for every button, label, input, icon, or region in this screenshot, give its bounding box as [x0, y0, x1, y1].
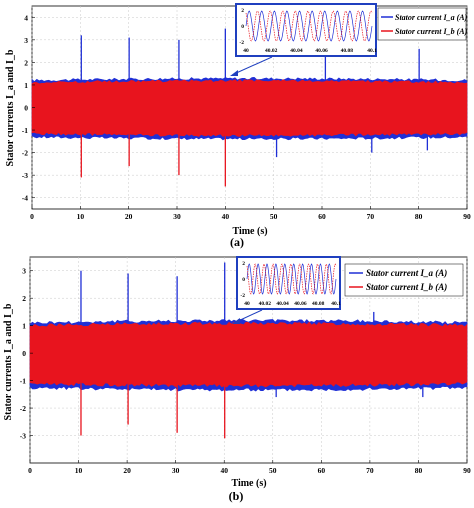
legend-box-b	[344, 263, 464, 297]
panel-label-a: (a)	[230, 235, 244, 249]
y-tick-label-a: 4	[24, 13, 28, 22]
y-tick-label-a: 0	[24, 104, 28, 113]
y-tick-label-a: -2	[22, 149, 28, 158]
inset-x-tick-label-a: 40.06	[315, 48, 328, 54]
legend-a: Stator current I_a (A) Stator current I_…	[377, 7, 468, 41]
y-axis-label-a: Stator currents I_a and I_b	[5, 49, 16, 166]
y-tick-label-b: 1	[22, 322, 26, 331]
x-tick-label-a: 50	[270, 212, 278, 221]
y-tick-label-a: -4	[22, 194, 28, 203]
inset-y-tick-label-a: 2	[241, 8, 244, 14]
inset-arrowhead-a	[230, 70, 238, 76]
x-tick-label-b: 10	[75, 466, 83, 475]
x-tick-label-b: 50	[269, 466, 277, 475]
legend-label-ia-b: Stator current I_a (A)	[366, 268, 447, 278]
y-tick-label-b: -1	[20, 377, 26, 386]
x-axis-label-a: Time (s)	[232, 226, 267, 237]
inset-b: 40 40.02 40.04 40.06 40.08 40.1 2 0 -2	[236, 256, 341, 310]
x-tick-label-b: 90	[463, 466, 471, 475]
inset-x-tick-label-b: 40.06	[294, 301, 307, 307]
y-ticks-a: 4 3 2 1 0 -1 -2 -3 -4	[22, 13, 35, 203]
y-tick-label-b: 2	[22, 294, 26, 303]
inset-wave-a	[245, 10, 373, 42]
x-axis-label-b: Time (s)	[231, 478, 266, 489]
inset-x-tick-label-a: 40	[243, 48, 249, 54]
inset-y-tick-label-b: 0	[242, 277, 245, 283]
x-tick-label-b: 40	[220, 466, 228, 475]
x-ticks-a: 0 10 20 30 40 50 60 70 80 90	[30, 206, 471, 221]
inset-wave-ia-b	[246, 263, 337, 295]
inset-y-tick-label-b: -2	[240, 293, 245, 299]
x-tick-label-a: 20	[125, 212, 133, 221]
y-tick-label-b: -2	[20, 404, 26, 413]
y-ticks-b: 3 2 1 0 -1 -2 -3	[20, 267, 33, 441]
x-tick-label-b: 30	[172, 466, 180, 475]
inset-wave-ib-a	[245, 10, 373, 42]
inset-arrow-b	[235, 309, 263, 323]
inset-arrowhead-b	[232, 318, 240, 324]
inset-x-tick-label-a: 40.08	[341, 48, 354, 54]
inset-box-a	[235, 3, 377, 57]
y-tick-label-a: 1	[24, 81, 28, 90]
inset-wave-b	[246, 263, 337, 295]
x-tick-label-a: 40	[222, 212, 230, 221]
spikes-b	[80, 262, 424, 439]
inset-a: 40 40.02 40.04 40.06 40.08 40.1 2 0 -2	[235, 3, 377, 57]
legend-label-ib-b: Stator current I_b (A)	[366, 282, 447, 292]
inset-y-tick-label-a: 0	[241, 24, 244, 30]
x-tick-label-a: 30	[173, 212, 181, 221]
y-tick-label-b: -3	[20, 432, 26, 441]
inset-arrow-a	[233, 56, 273, 75]
inset-x-tick-label-b: 40.1	[331, 301, 341, 307]
series-bands-b	[29, 318, 468, 392]
inset-x-tick-label-b: 40.08	[312, 301, 325, 307]
x-ticks-b: 0 10 20 30 40 50 60 70 80 90	[28, 460, 471, 475]
inset-y-tick-label-b: 2	[242, 261, 245, 267]
y-tick-label-a: -3	[22, 171, 28, 180]
inset-x-tick-label-a: 40.04	[290, 48, 303, 54]
spikes-a	[80, 28, 429, 187]
y-tick-label-a: 2	[24, 58, 28, 67]
x-tick-label-b: 70	[366, 466, 374, 475]
inset-x-tick-label-a: 40.1	[367, 48, 377, 54]
series-bands-a	[31, 76, 468, 141]
inset-ticks-a: 40 40.02 40.04 40.06 40.08 40.1 2 0 -2	[239, 8, 377, 54]
x-tick-label-a: 0	[30, 212, 34, 221]
legend-b: Stator current I_a (A) Stator current I_…	[344, 263, 464, 297]
inset-wave-ib-b	[246, 263, 337, 295]
x-tick-label-a: 10	[77, 212, 85, 221]
x-tick-label-a: 80	[415, 212, 423, 221]
y-tick-label-a: 3	[24, 36, 28, 45]
legend-box-a	[377, 7, 467, 41]
x-tick-label-a: 90	[463, 212, 471, 221]
y-tick-label-a: -1	[22, 126, 28, 135]
x-tick-label-a: 70	[367, 212, 375, 221]
x-tick-label-b: 80	[415, 466, 423, 475]
legend-label-ia-a: Stator current I_a (A)	[395, 13, 468, 22]
inset-y-tick-label-a: -2	[239, 40, 244, 46]
panel-label-b: (b)	[229, 489, 244, 503]
y-tick-label-b: 3	[22, 267, 26, 276]
x-tick-label-b: 60	[318, 466, 326, 475]
y-axis-label-b: Stator currents I_a and I_b	[3, 303, 14, 420]
series-band-ib-b	[29, 321, 468, 388]
x-tick-label-b: 20	[123, 466, 131, 475]
inset-x-tick-label-b: 40	[244, 301, 250, 307]
inset-ticks-b: 40 40.02 40.04 40.06 40.08 40.1 2 0 -2	[240, 261, 341, 307]
inset-x-tick-label-b: 40.04	[276, 301, 289, 307]
inset-x-tick-label-a: 40.02	[265, 48, 278, 54]
x-tick-label-b: 0	[28, 466, 32, 475]
inset-wave-ia-a	[245, 10, 373, 42]
inset-x-tick-label-b: 40.02	[259, 301, 272, 307]
x-tick-label-a: 60	[318, 212, 326, 221]
y-tick-label-b: 0	[22, 349, 26, 358]
legend-label-ib-a: Stator current I_b (A)	[395, 27, 468, 36]
series-band-ib-a	[31, 79, 468, 137]
